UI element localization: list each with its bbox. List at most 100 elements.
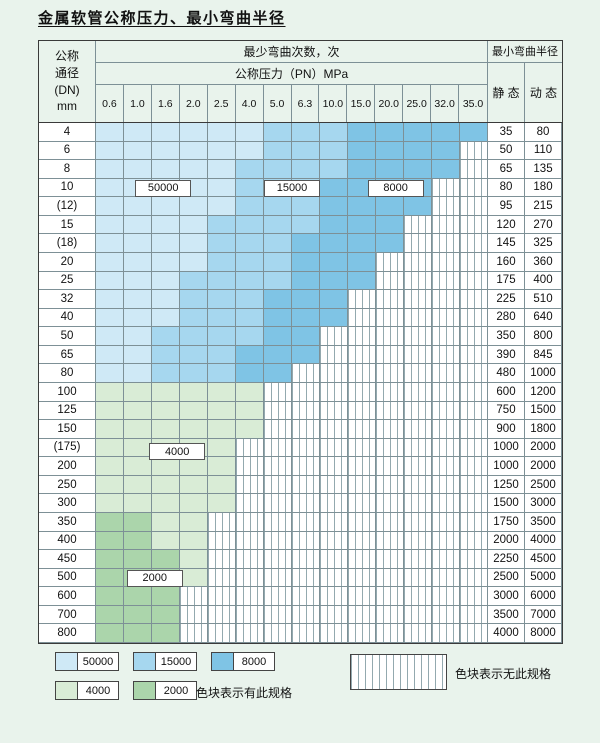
matrix-cell xyxy=(124,587,152,606)
matrix-cell xyxy=(236,215,264,235)
matrix-cell-unavailable xyxy=(264,624,292,643)
matrix-cell xyxy=(348,271,376,291)
matrix-cell xyxy=(264,364,292,383)
static-value-cell: 350 xyxy=(488,327,525,346)
matrix-cell-unavailable xyxy=(376,252,404,272)
matrix-cell xyxy=(320,178,348,198)
matrix-cell-unavailable xyxy=(348,512,376,532)
matrix-cell xyxy=(292,252,320,272)
matrix-cell xyxy=(96,290,124,309)
matrix-cell-unavailable xyxy=(264,401,292,421)
matrix-cell-unavailable xyxy=(236,587,264,606)
matrix-cell xyxy=(348,141,376,161)
matrix-cell-unavailable xyxy=(320,605,348,625)
matrix-cell xyxy=(152,605,180,625)
matrix-cell xyxy=(124,290,152,309)
matrix-cell xyxy=(208,364,236,383)
matrix-cell xyxy=(152,420,180,439)
matrix-cell-unavailable xyxy=(404,252,432,272)
static-value-cell: 900 xyxy=(488,420,525,439)
matrix-cell-unavailable xyxy=(460,308,488,328)
matrix-cell-unavailable xyxy=(292,531,320,551)
matrix-cell-unavailable xyxy=(404,475,432,495)
matrix-cell-unavailable xyxy=(236,438,264,458)
matrix-cell-unavailable xyxy=(348,568,376,588)
matrix-cell xyxy=(348,234,376,253)
matrix-cell-unavailable xyxy=(432,457,460,476)
matrix-cell-unavailable xyxy=(236,512,264,532)
matrix-cell-unavailable xyxy=(376,401,404,421)
matrix-cell-unavailable xyxy=(432,475,460,495)
matrix-cell-unavailable xyxy=(236,568,264,588)
matrix-cell xyxy=(96,457,124,476)
matrix-cell-unavailable xyxy=(404,401,432,421)
matrix-cell xyxy=(152,401,180,421)
matrix-cell-unavailable xyxy=(180,624,208,643)
matrix-cell-unavailable xyxy=(404,605,432,625)
matrix-cell-unavailable xyxy=(264,494,292,513)
dynamic-value-cell: 180 xyxy=(525,178,562,198)
matrix-cell xyxy=(124,438,152,458)
matrix-cell xyxy=(152,550,180,569)
matrix-cell-unavailable xyxy=(404,550,432,569)
static-value-cell: 2500 xyxy=(488,568,525,588)
matrix-cell-unavailable xyxy=(432,512,460,532)
matrix-cell xyxy=(152,290,180,309)
matrix-cell xyxy=(348,123,376,142)
matrix-cell-unavailable xyxy=(292,475,320,495)
matrix-cell-unavailable xyxy=(236,550,264,569)
matrix-cell-unavailable xyxy=(264,605,292,625)
matrix-cell-unavailable xyxy=(376,605,404,625)
matrix-cell xyxy=(96,512,124,532)
matrix-cell xyxy=(124,234,152,253)
legend-row-1: 50000 15000 8000 xyxy=(55,652,275,671)
matrix-cell-unavailable xyxy=(264,382,292,402)
matrix-cell-unavailable xyxy=(376,290,404,309)
matrix-cell-unavailable xyxy=(264,531,292,551)
static-dynamic-header: 静 态 动 态 xyxy=(488,63,562,122)
matrix-cell xyxy=(208,438,236,458)
matrix-cell xyxy=(180,401,208,421)
dn-header-line: 通径 xyxy=(54,65,79,80)
matrix-cell-unavailable xyxy=(348,345,376,365)
matrix-cell-unavailable xyxy=(292,382,320,402)
static-value-cell: 2250 xyxy=(488,550,525,569)
static-value-cell: 50 xyxy=(488,141,525,161)
matrix-cell xyxy=(96,345,124,365)
dn-cell: 350 xyxy=(39,512,96,532)
static-value-cell: 1000 xyxy=(488,438,525,458)
matrix-cell-unavailable xyxy=(460,197,488,216)
matrix-cell-unavailable xyxy=(236,531,264,551)
matrix-cell xyxy=(152,252,180,272)
dn-cell: 15 xyxy=(39,215,96,235)
legend-unavailable-text: 色块表示无此规格 xyxy=(455,667,552,681)
matrix-cell-unavailable xyxy=(460,271,488,291)
matrix-cell xyxy=(264,215,292,235)
matrix-cell-unavailable xyxy=(376,512,404,532)
matrix-cell xyxy=(460,123,488,142)
matrix-cell xyxy=(404,160,432,179)
matrix-cell-unavailable xyxy=(320,327,348,346)
matrix-cell-unavailable xyxy=(432,605,460,625)
static-value-cell: 80 xyxy=(488,178,525,198)
matrix-cell xyxy=(124,327,152,346)
dynamic-value-cell: 4500 xyxy=(525,550,562,569)
matrix-cell xyxy=(152,457,180,476)
dn-cell: 800 xyxy=(39,624,96,643)
matrix-cell-unavailable xyxy=(376,438,404,458)
matrix-cell-unavailable xyxy=(404,271,432,291)
matrix-cell xyxy=(124,160,152,179)
matrix-cell xyxy=(236,234,264,253)
matrix-cell-unavailable xyxy=(404,512,432,532)
matrix-cell xyxy=(152,475,180,495)
matrix-cell-unavailable xyxy=(376,420,404,439)
dynamic-value-cell: 1000 xyxy=(525,364,562,383)
matrix-cell-unavailable xyxy=(236,605,264,625)
matrix-cell-unavailable xyxy=(460,568,488,588)
dynamic-value-cell: 270 xyxy=(525,215,562,235)
matrix-cell-unavailable xyxy=(404,215,432,235)
pressure-col-header: 20.0 xyxy=(375,85,404,122)
dn-cell: 125 xyxy=(39,401,96,421)
matrix-cell xyxy=(236,123,264,142)
matrix-cell xyxy=(208,308,236,328)
